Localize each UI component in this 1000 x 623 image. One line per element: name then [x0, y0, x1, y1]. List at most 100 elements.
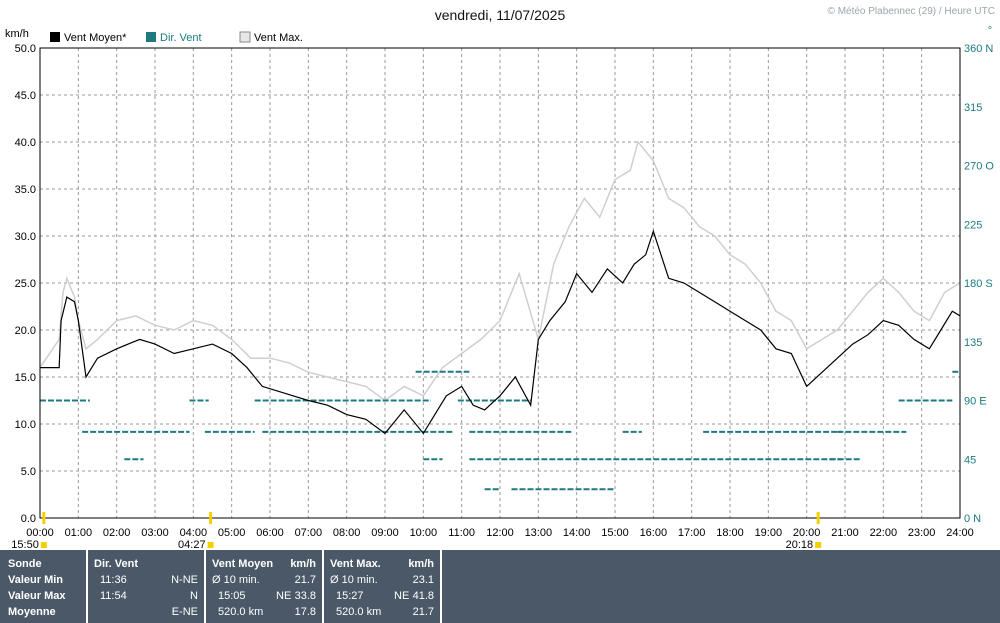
y-tick-right-label: 315 [964, 102, 982, 114]
y-tick-left-label: 45.0 [15, 90, 36, 102]
direction-series [40, 370, 960, 491]
legend-swatch-gust [239, 31, 251, 43]
y-tick-left-label: 10.0 [15, 419, 36, 431]
max-max-time: 15:27 [336, 590, 364, 602]
gust-series [39, 140, 961, 402]
x-tick-label: 18:00 [716, 527, 744, 539]
x-tick-label: 11:00 [448, 527, 475, 539]
stats-separator [86, 550, 88, 623]
mean-avg-value: 17.8 [294, 606, 316, 618]
chart-credit: © Météo Plabennec (29) / Heure UTC [828, 6, 995, 17]
y-tick-right-label: 270 O [964, 161, 994, 173]
ephemeris-markers: 15:50 04:27 20:18 [11, 512, 822, 550]
x-tick-label: 10:00 [410, 527, 438, 539]
y-tick-right-label: 225 [964, 219, 982, 231]
mean-series [40, 229, 961, 435]
y-tick-left-label: 50.0 [15, 43, 36, 55]
mean-min-label: Ø 10 min. [212, 574, 260, 586]
x-tick-label: 23:00 [908, 527, 936, 539]
y-axis-right-ticks: 0 N 45 90 E 135 180 S 225 270 O 315 360 N [964, 43, 994, 525]
x-tick-label: 20:00 [793, 527, 821, 539]
x-tick-label: 06:00 [256, 527, 284, 539]
y-tick-right-label: 360 N [964, 43, 993, 55]
x-tick-label: 01:00 [65, 527, 93, 539]
chart-title: vendredi, 11/07/2025 [435, 7, 566, 23]
y-tick-left-label: 15.0 [15, 372, 36, 384]
mean-max-value: 33.8 [294, 590, 316, 602]
max-header: Vent Max. [330, 558, 381, 570]
y-tick-left-label: 25.0 [15, 278, 36, 290]
y-axis-left-ticks: 0.0 5.0 10.0 15.0 20.0 25.0 30.0 35.0 40.0 45.0 50… [15, 43, 36, 525]
y-tick-right-label: 135 [964, 337, 982, 349]
legend: Vent Moyen* Dir. Vent Vent Max. [50, 31, 303, 44]
y-tick-left-label: 35.0 [15, 184, 36, 196]
sonde-row-max: Valeur Max [8, 590, 66, 602]
x-tick-label: 02:00 [103, 527, 131, 539]
legend-label-dir: Dir. Vent [160, 32, 202, 44]
y-tick-left-label: 40.0 [15, 137, 36, 149]
y-tick-left-label: 30.0 [15, 231, 36, 243]
legend-swatch-mean [50, 32, 60, 42]
mean-max-time: 15:05 [218, 590, 246, 602]
y-axis-right-label: ° [988, 25, 992, 37]
dir-max-value: N [190, 590, 198, 602]
dir-header: Dir. Vent [94, 558, 139, 570]
x-tick-label: 12:00 [486, 527, 514, 539]
x-tick-label: 15:00 [601, 527, 629, 539]
y-tick-right-label: 180 S [964, 278, 993, 290]
x-tick-label: 19:00 [755, 527, 783, 539]
y-tick-right-label: 45 [964, 454, 976, 466]
stats-separator [440, 550, 442, 623]
x-tick-label: 21:00 [831, 527, 859, 539]
x-tick-label: 22:00 [870, 527, 898, 539]
x-tick-label: 05:00 [218, 527, 246, 539]
x-tick-label: 14:00 [563, 527, 591, 539]
ephemeris-label: 20:18 [786, 539, 814, 550]
dir-min-value: N-NE [171, 574, 198, 586]
y-tick-left-label: 5.0 [21, 466, 36, 478]
legend-label-gust: Vent Max. [254, 32, 303, 44]
plot-border [39, 47, 961, 519]
ephemeris-dot [207, 542, 214, 548]
y-tick-left-label: 0.0 [21, 513, 36, 525]
x-tick-label: 13:00 [525, 527, 553, 539]
mean-min-value: 21.7 [294, 574, 316, 586]
max-avg-value: 21.7 [412, 606, 434, 618]
stats-panel: Sonde Valeur Min Valeur Max Moyenne Dir.… [0, 550, 1000, 623]
ephemeris-dot [815, 542, 822, 548]
legend-swatch-dir [146, 32, 156, 42]
x-tick-label: 08:00 [333, 527, 361, 539]
x-tick-label: 24:00 [946, 527, 974, 539]
stats-max: Vent Max. km/h Ø 10 min. 23.1 15:27 NE 4… [324, 550, 440, 623]
max-max-dir: NE [394, 590, 410, 602]
x-tick-label: 09:00 [371, 527, 399, 539]
legend-label-mean: Vent Moyen* [64, 32, 127, 44]
y-tick-right-label: 0 N [964, 513, 981, 525]
mean-line [40, 229, 961, 435]
max-max-value: 41.8 [412, 590, 434, 602]
dir-avg-value: E-NE [171, 606, 198, 618]
y-tick-right-label: 90 E [964, 396, 987, 408]
sonde-row-min: Valeur Min [8, 574, 64, 586]
x-tick-label: 03:00 [141, 527, 169, 539]
max-avg-dist: 520.0 km [336, 606, 382, 618]
mean-unit: km/h [290, 558, 316, 570]
mean-max-dir: NE [276, 590, 292, 602]
x-tick-label: 04:00 [180, 527, 208, 539]
wind-chart: vendredi, 11/07/2025 © Météo Plabennec (… [5, 6, 995, 550]
y-tick-left-label: 20.0 [15, 325, 36, 337]
stats-dir: Dir. Vent 11:36 N-NE 11:54 N E-NE [88, 550, 204, 623]
max-min-value: 23.1 [412, 574, 434, 586]
ephemeris-dot [40, 542, 47, 548]
dir-min-time: 11:36 [100, 574, 127, 586]
x-tick-label: 16:00 [640, 527, 668, 539]
stats-separator [204, 550, 206, 623]
grid [39, 47, 961, 519]
plot-frame [39, 47, 961, 519]
sonde-row-avg: Moyenne [8, 606, 56, 618]
max-unit: km/h [408, 558, 434, 570]
ephemeris-label: 15:50 [11, 539, 39, 550]
dir-max-time: 11:54 [100, 590, 127, 602]
mean-avg-dist: 520.0 km [218, 606, 264, 618]
x-tick-label: 07:00 [295, 527, 323, 539]
